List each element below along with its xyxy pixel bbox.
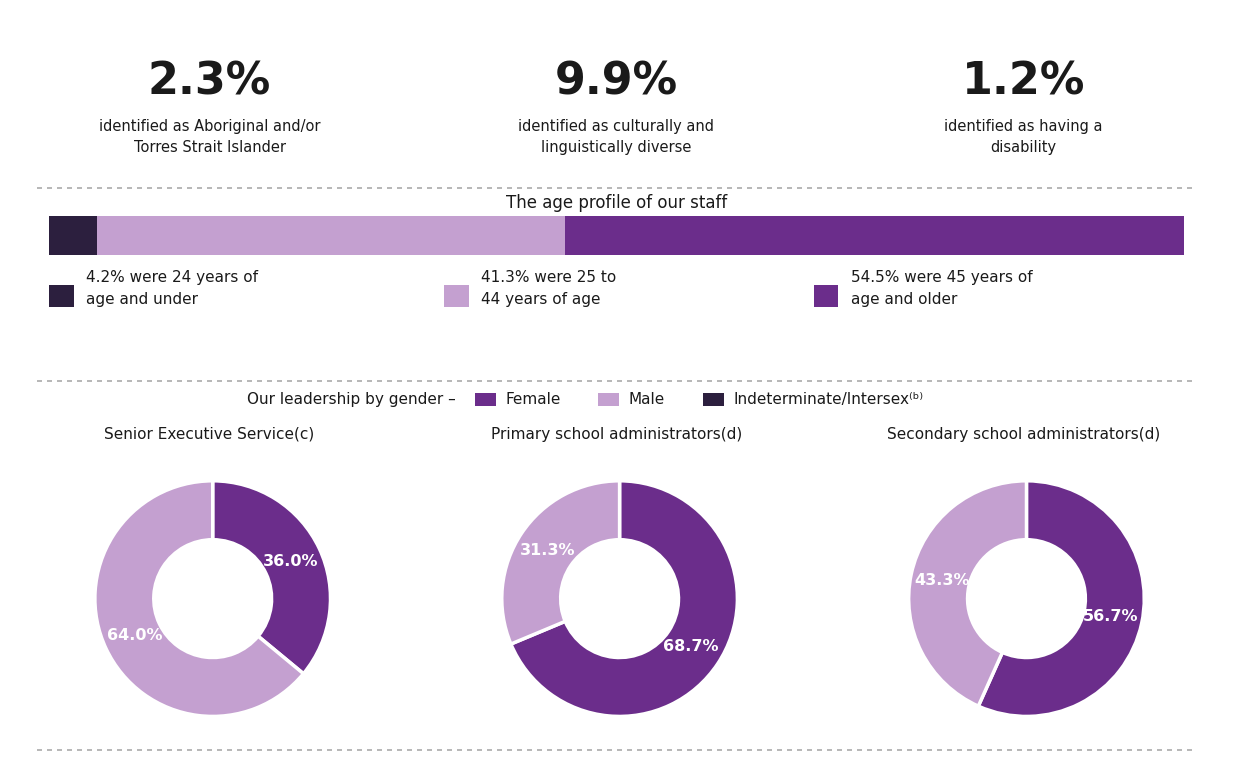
Wedge shape [95,480,303,716]
Text: 64.0%: 64.0% [107,628,163,643]
Text: 4.2% were 24 years of
age and under: 4.2% were 24 years of age and under [86,269,258,307]
Wedge shape [909,480,1027,706]
Text: identified as Aboriginal and/or
Torres Strait Islander: identified as Aboriginal and/or Torres S… [99,119,321,155]
Text: 43.3%: 43.3% [915,573,970,588]
Text: 41.3% were 25 to
44 years of age: 41.3% were 25 to 44 years of age [481,269,616,307]
Text: Primary school administrators(d): Primary school administrators(d) [491,427,742,441]
Text: 36.0%: 36.0% [263,555,318,569]
Wedge shape [502,480,620,644]
Text: Our leadership by gender –: Our leadership by gender – [247,392,460,407]
Text: The age profile of our staff: The age profile of our staff [506,194,727,212]
Bar [475,393,496,406]
Bar [814,285,838,307]
Text: 56.7%: 56.7% [1083,609,1138,624]
Text: 31.3%: 31.3% [520,543,576,558]
Text: 68.7%: 68.7% [663,639,719,654]
Bar [703,393,724,406]
Text: Our workforce demographics in 2021(a): Our workforce demographics in 2021(a) [382,15,851,35]
Bar [598,393,619,406]
Text: 9.9%: 9.9% [555,60,678,104]
Wedge shape [978,480,1144,717]
Bar [566,216,1184,255]
Text: 2.3%: 2.3% [148,60,271,104]
Bar [97,216,566,255]
Text: Secondary school administrators(d): Secondary school administrators(d) [887,427,1160,441]
Text: Indeterminate/Intersex⁽ᵇ⁾: Indeterminate/Intersex⁽ᵇ⁾ [734,392,924,407]
Bar [49,285,74,307]
Text: 1.2%: 1.2% [962,60,1085,104]
Bar [444,285,469,307]
Wedge shape [510,480,737,716]
Text: identified as having a
disability: identified as having a disability [944,119,1102,155]
Text: identified as culturally and
linguistically diverse: identified as culturally and linguistica… [519,119,714,155]
Wedge shape [212,480,330,674]
Text: Senior Executive Service(c): Senior Executive Service(c) [105,427,314,441]
Text: Female: Female [506,392,561,407]
Text: 54.5% were 45 years of
age and older: 54.5% were 45 years of age and older [851,269,1032,307]
Text: Male: Male [629,392,665,407]
Bar [49,216,97,255]
